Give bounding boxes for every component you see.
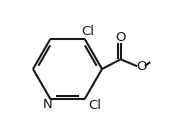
Text: Cl: Cl [82,25,95,38]
Text: O: O [115,31,126,44]
Text: Cl: Cl [88,99,101,112]
Text: N: N [43,98,52,111]
Text: O: O [136,60,147,73]
